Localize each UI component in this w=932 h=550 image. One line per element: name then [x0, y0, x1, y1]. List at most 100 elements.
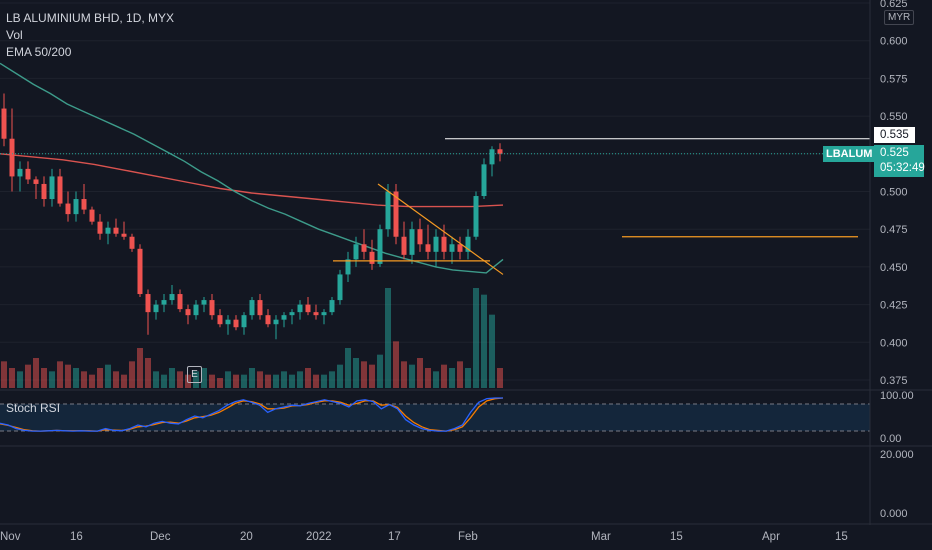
- volume-bar: [401, 361, 407, 388]
- volume-bar: [369, 364, 375, 388]
- candle-body: [105, 227, 111, 234]
- candle-body: [353, 244, 359, 260]
- volume-bar: [89, 374, 95, 388]
- volume-bar: [305, 368, 311, 388]
- volume-bar: [465, 368, 471, 388]
- earnings-event-marker[interactable]: E: [187, 366, 202, 383]
- candle-body: [393, 191, 399, 237]
- candle-body: [385, 191, 391, 230]
- candle-body: [241, 315, 247, 328]
- candle-body: [153, 304, 159, 313]
- trendline-drawings: [0, 138, 870, 275]
- price-tick-label: 0.475: [880, 224, 908, 236]
- volume-bar: [353, 358, 359, 388]
- volume-bar: [153, 371, 159, 388]
- candle-body: [97, 221, 103, 234]
- volume-bar: [265, 374, 271, 388]
- candle-body: [73, 199, 79, 215]
- volume-bar: [457, 361, 463, 388]
- ema-50-line: [0, 62, 504, 274]
- candle-body: [209, 300, 215, 316]
- candle-body: [305, 304, 311, 313]
- ema-50-polyline: [0, 62, 504, 274]
- currency-badge[interactable]: MYR: [884, 10, 915, 25]
- volume-bars: [1, 288, 503, 388]
- time-tick-label: 15: [670, 531, 683, 543]
- symbol-title[interactable]: LB ALUMINIUM BHD, 1D, MYX: [6, 11, 175, 25]
- volume-bar: [17, 371, 23, 388]
- candle-body: [177, 294, 183, 310]
- candle-body: [217, 315, 223, 325]
- stoch-band: [0, 404, 870, 431]
- ema-label[interactable]: EMA 50/200: [6, 45, 72, 59]
- candles: [1, 93, 503, 340]
- candle-body: [337, 274, 343, 301]
- price-tick-label: 0.625: [880, 0, 908, 10]
- volume-bar: [377, 354, 383, 388]
- candle-body: [497, 149, 503, 154]
- candle-body: [281, 315, 287, 320]
- volume-bar: [169, 368, 175, 388]
- volume-bar: [449, 368, 455, 388]
- candle-body: [449, 244, 455, 252]
- candle-body: [33, 179, 39, 184]
- symbol-tag: LBALUM: [823, 146, 876, 162]
- candle-body: [369, 251, 375, 264]
- candle-body: [57, 176, 63, 204]
- candle-body: [321, 312, 327, 316]
- candle-body: [457, 244, 463, 252]
- price-tick-label: 0.400: [880, 337, 908, 349]
- volume-bar: [193, 371, 199, 388]
- candle-body: [417, 229, 423, 245]
- time-tick-label: 20: [240, 531, 253, 543]
- candle-body: [169, 294, 175, 301]
- volume-bar: [41, 368, 47, 388]
- candle-body: [297, 304, 303, 313]
- price-tick-label: 0.450: [880, 262, 908, 274]
- time-tick-label: Mar: [591, 531, 611, 543]
- candle-body: [313, 312, 319, 316]
- candle-body: [273, 319, 279, 325]
- time-tick-label: 16: [70, 531, 83, 543]
- volume-bar: [337, 364, 343, 388]
- volume-bar: [497, 368, 503, 388]
- time-tick-label: Feb: [458, 531, 478, 543]
- candle-body: [49, 176, 55, 200]
- volume-bar: [49, 371, 55, 388]
- candle-body: [329, 300, 335, 313]
- volume-bar: [57, 361, 63, 388]
- volume-bar: [105, 364, 111, 388]
- last-price-value: 0.525: [880, 147, 909, 159]
- last-price-label: 0.525 05:32:49: [874, 145, 925, 177]
- volume-bar: [97, 368, 103, 388]
- stoch-rsi-panel: [0, 389, 932, 447]
- candle-body: [465, 236, 471, 252]
- candle-body: [9, 138, 15, 177]
- candle-body: [137, 248, 143, 295]
- candle-body: [473, 196, 479, 237]
- volume-label[interactable]: Vol: [6, 28, 23, 42]
- stoch-rsi-label[interactable]: Stoch RSI: [6, 401, 61, 415]
- candle-body: [361, 244, 367, 252]
- candle-body: [425, 244, 431, 252]
- candle-body: [161, 300, 167, 305]
- price-tick-label: 0.550: [880, 111, 908, 123]
- candle-body: [441, 236, 447, 252]
- candle-body: [257, 300, 263, 316]
- horizontal-line-price-label: 0.535: [874, 127, 915, 143]
- candle-body: [129, 236, 135, 249]
- volume-bar: [281, 371, 287, 388]
- panel-tick-label: 20.000: [880, 449, 914, 461]
- volume-bar: [129, 361, 135, 388]
- candle-body: [345, 259, 351, 275]
- time-tick-label: 15: [835, 531, 848, 543]
- volume-bar: [321, 374, 327, 388]
- stoch-k-line: [0, 397, 503, 432]
- candle-body: [265, 315, 271, 325]
- time-axis: Nov 16 Dec 20 2022 17 Feb Mar 15 Apr 15: [0, 523, 932, 543]
- candle-body: [401, 236, 407, 255]
- candle-body: [225, 319, 231, 325]
- candle-body: [113, 227, 119, 234]
- candle-body: [481, 164, 487, 197]
